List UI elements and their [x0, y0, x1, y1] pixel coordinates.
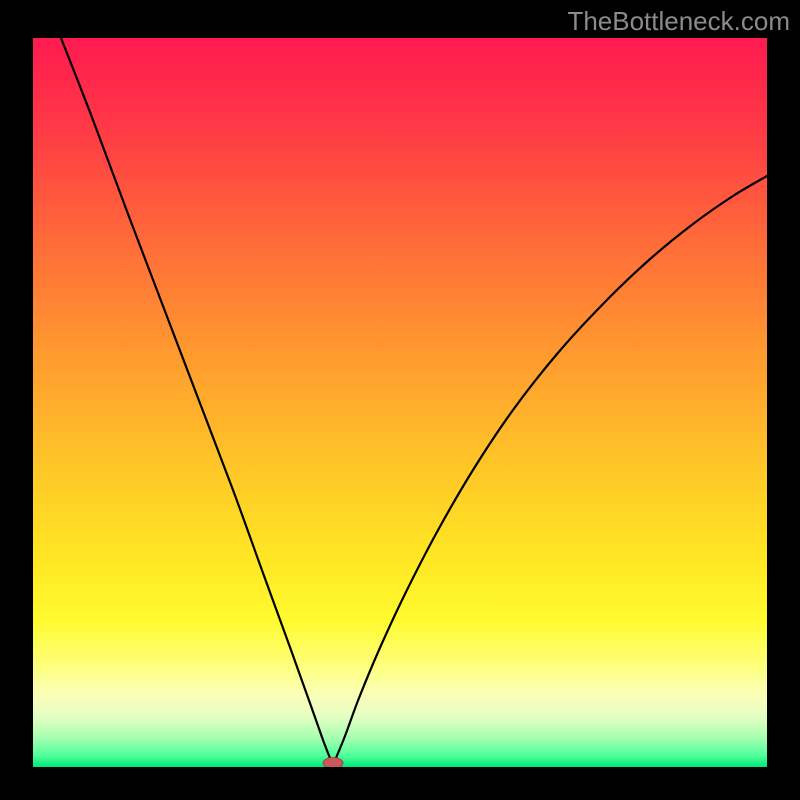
watermark-text: TheBottleneck.com — [567, 6, 790, 37]
optimum-marker — [323, 758, 343, 768]
plot-svg — [33, 38, 767, 767]
gradient-background — [33, 38, 767, 767]
plot-area — [33, 38, 767, 767]
